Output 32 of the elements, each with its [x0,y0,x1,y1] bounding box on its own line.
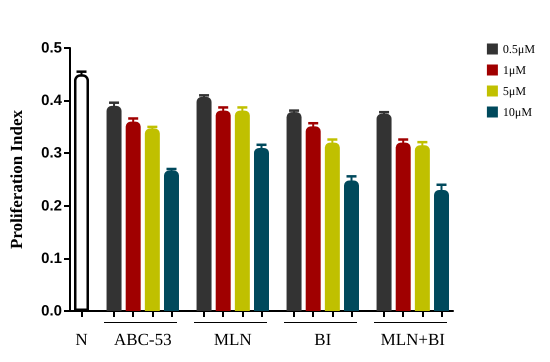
x-tick-label: BI [314,330,332,349]
bar [144,128,160,311]
x-tick-label: ABC-53 [114,330,172,349]
bar [164,170,179,311]
y-tick-label: 0.5 [41,40,62,56]
y-tick-label: 0.3 [41,144,62,162]
y-tick-label: 0.2 [41,197,62,214]
y-axis-title: Proliferation Index [7,110,26,249]
bar [234,110,250,311]
y-tick-label: 0.4 [41,92,63,110]
bar [106,106,122,311]
bar [126,122,141,311]
bar [196,96,212,311]
legend-label: 5μM [502,84,526,98]
x-tick-label: N [75,330,88,349]
legend-label: 0.5μM [502,42,536,56]
bar [216,110,231,311]
bar [396,142,411,311]
y-tick-label: 0.0 [41,302,62,320]
bar [306,126,321,311]
x-tick-label: MLN+BI [380,330,446,349]
legend-label: 1μM [502,63,526,77]
bar [434,190,450,311]
bar [324,142,340,311]
bar [376,114,392,311]
bar [344,180,360,311]
bar [286,112,302,311]
legend-label: 10μM [502,105,532,119]
x-tick-label: MLN [214,330,252,349]
y-tick-label: 0.1 [41,250,62,267]
bar [254,148,269,311]
bar [414,145,430,311]
